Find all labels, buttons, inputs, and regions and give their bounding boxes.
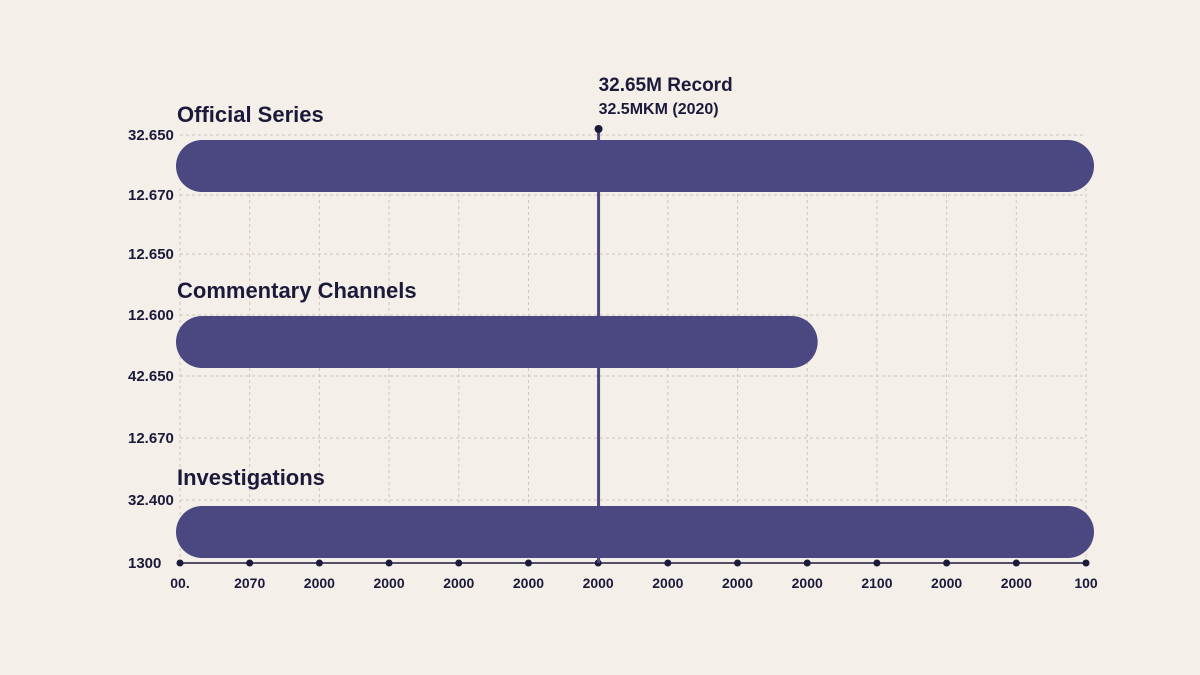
x-tick-label: 2000 <box>304 575 335 591</box>
x-tick-label: 2000 <box>652 575 683 591</box>
x-tick-dot <box>524 559 532 567</box>
bar-investigations <box>176 506 1094 558</box>
category-labels: Official Series Commentary Channels Invest… <box>177 102 417 490</box>
x-tick-dot <box>246 559 254 567</box>
x-tick-dot <box>315 559 323 567</box>
x-tick-dot <box>176 559 184 567</box>
x-tick-label: 2000 <box>583 575 614 591</box>
y-tick-label: 32.650 <box>128 127 174 144</box>
x-tick-label: 2100 <box>861 575 892 591</box>
x-tick-dot <box>803 559 811 567</box>
x-tick-label: 2000 <box>443 575 474 591</box>
record-annotation-subtitle: 32.5MKM (2020) <box>599 101 719 118</box>
x-tick-dot <box>1082 559 1090 567</box>
x-tick-label: 2000 <box>722 575 753 591</box>
y-tick-label: 12.670 <box>128 187 174 204</box>
category-label: Commentary Channels <box>177 278 417 303</box>
reference-line-group: 32.65M Record 32.5MKM (2020) <box>594 75 733 563</box>
x-axis-ticks: 00. 2070 2000 2000 2000 2000 2000 2000 2000 2000 2… <box>170 559 1098 591</box>
x-tick-label: 2070 <box>234 575 265 591</box>
x-tick-dot <box>943 559 951 567</box>
x-tick-label: 100 <box>1074 575 1098 591</box>
y-tick-label: 42.650 <box>128 368 174 385</box>
x-tick-dot <box>873 559 881 567</box>
record-annotation-title: 32.65M Record <box>599 75 733 96</box>
bar-commentary-channels <box>176 316 818 368</box>
reference-line-top-dot <box>594 125 603 133</box>
x-tick-dot <box>664 559 672 567</box>
category-label: Investigations <box>177 465 325 490</box>
x-tick-label: 2000 <box>931 575 962 591</box>
x-tick-dot <box>385 559 393 567</box>
bar-official-series <box>176 140 1094 192</box>
x-tick-label: 2000 <box>513 575 544 591</box>
x-tick-label: 2000 <box>792 575 823 591</box>
y-tick-label: 12.650 <box>128 246 174 263</box>
y-tick-label: 12.600 <box>128 307 174 324</box>
x-tick-label: 2000 <box>1001 575 1032 591</box>
x-tick-label: 2000 <box>373 575 404 591</box>
y-tick-label: 1300 <box>128 555 161 572</box>
y-tick-label: 32.400 <box>128 492 174 509</box>
x-tick-label: 00. <box>170 575 189 591</box>
x-tick-dot <box>455 559 463 567</box>
x-tick-dot <box>1012 559 1020 567</box>
y-tick-label: 12.670 <box>128 430 174 447</box>
bars <box>176 140 1094 558</box>
category-label: Official Series <box>177 102 324 127</box>
x-tick-dot <box>734 559 742 567</box>
y-axis-ticks: 32.650 12.670 12.650 12.600 42.650 12.670 32.4… <box>128 127 174 572</box>
